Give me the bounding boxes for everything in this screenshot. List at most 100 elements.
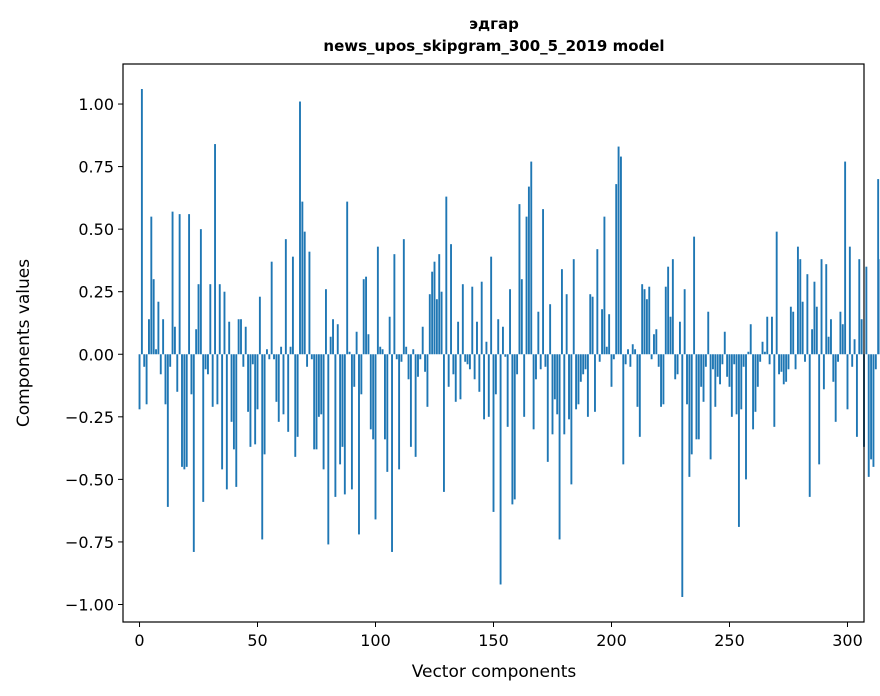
bar-301 <box>848 246 851 355</box>
bar-200 <box>610 354 613 387</box>
bar-41 <box>235 354 238 487</box>
bar-9 <box>159 354 162 375</box>
bar-111 <box>400 354 403 362</box>
bar-235 <box>693 236 696 355</box>
bar-44 <box>242 354 245 367</box>
bar-92 <box>355 331 358 355</box>
bar-231 <box>683 289 686 355</box>
bar-68 <box>299 101 301 355</box>
x-tick-label: 300 <box>832 631 863 650</box>
bar-60 <box>280 346 283 355</box>
bar-212 <box>638 354 641 437</box>
bar-237 <box>697 354 700 440</box>
bar-11 <box>164 354 167 405</box>
bar-232 <box>686 354 688 405</box>
bar-90 <box>350 354 353 490</box>
bar-155 <box>504 354 507 357</box>
bar-246 <box>719 354 721 385</box>
bar-151 <box>494 354 497 395</box>
bar-257 <box>745 354 747 480</box>
bar-177 <box>556 354 559 415</box>
bar-152 <box>497 319 500 355</box>
bar-242 <box>709 354 712 460</box>
bar-74 <box>313 354 316 450</box>
bar-168 <box>535 354 537 380</box>
bar-28 <box>204 354 207 370</box>
bar-280 <box>799 259 802 355</box>
bar-119 <box>419 354 422 360</box>
bar-305 <box>858 259 861 355</box>
bar-248 <box>723 331 726 355</box>
bar-127 <box>438 254 441 355</box>
x-tick-label: 50 <box>247 631 267 650</box>
bar-191 <box>589 294 592 355</box>
bar-207 <box>627 349 629 355</box>
bar-250 <box>728 354 731 387</box>
bar-83 <box>334 354 337 497</box>
bar-162 <box>520 279 523 355</box>
bar-268 <box>771 316 773 355</box>
bar-247 <box>721 354 724 365</box>
bar-258 <box>747 351 750 355</box>
bar-148 <box>487 354 490 417</box>
bar-125 <box>433 261 436 355</box>
bar-76 <box>317 354 320 417</box>
bar-272 <box>780 354 783 372</box>
bar-30 <box>209 284 212 355</box>
bar-238 <box>700 354 703 387</box>
bar-279 <box>796 246 799 355</box>
bar-117 <box>414 354 417 457</box>
bar-163 <box>523 354 526 417</box>
bar-234 <box>690 354 693 455</box>
bar-8 <box>157 301 160 355</box>
y-tick-label: −0.75 <box>65 533 114 552</box>
bar-210 <box>634 349 637 355</box>
bar-178 <box>558 354 561 540</box>
bar-182 <box>568 354 570 420</box>
x-tick-label: 250 <box>714 631 745 650</box>
bar-221 <box>660 354 662 407</box>
bar-6 <box>152 279 155 355</box>
bar-46 <box>247 354 250 412</box>
bar-109 <box>395 354 398 360</box>
y-tick-label: 1.00 <box>78 95 114 114</box>
bar-45 <box>244 326 247 355</box>
bar-81 <box>329 336 332 355</box>
bar-300 <box>846 354 849 410</box>
bar-55 <box>268 354 271 360</box>
bar-186 <box>577 354 580 405</box>
bars-group <box>138 89 880 597</box>
bar-288 <box>818 354 821 465</box>
bar-202 <box>615 184 618 355</box>
bar-215 <box>645 299 648 355</box>
x-tick-label: 150 <box>478 631 509 650</box>
bar-129 <box>443 354 445 492</box>
bar-226 <box>671 259 674 355</box>
bar-302 <box>851 354 854 367</box>
bar-308 <box>865 266 868 355</box>
bar-233 <box>688 354 691 477</box>
bar-149 <box>490 256 493 355</box>
bar-59 <box>277 354 280 422</box>
bar-213 <box>641 284 644 355</box>
bar-116 <box>412 349 415 355</box>
bar-270 <box>775 231 778 355</box>
bar-158 <box>511 354 514 505</box>
bar-293 <box>830 319 832 355</box>
bar-64 <box>289 346 292 355</box>
bar-273 <box>782 354 785 385</box>
bar-5 <box>150 216 153 355</box>
bar-1 <box>140 89 143 355</box>
bar-47 <box>249 354 252 447</box>
bar-70 <box>303 231 306 355</box>
bar-256 <box>742 354 745 367</box>
bar-132 <box>450 244 452 355</box>
bar-245 <box>716 354 719 377</box>
bar-95 <box>362 279 365 355</box>
bar-97 <box>367 334 370 355</box>
x-tick-label: 0 <box>134 631 144 650</box>
bar-157 <box>509 289 511 355</box>
bar-274 <box>785 354 788 382</box>
bar-89 <box>348 351 351 355</box>
bar-124 <box>431 271 434 355</box>
